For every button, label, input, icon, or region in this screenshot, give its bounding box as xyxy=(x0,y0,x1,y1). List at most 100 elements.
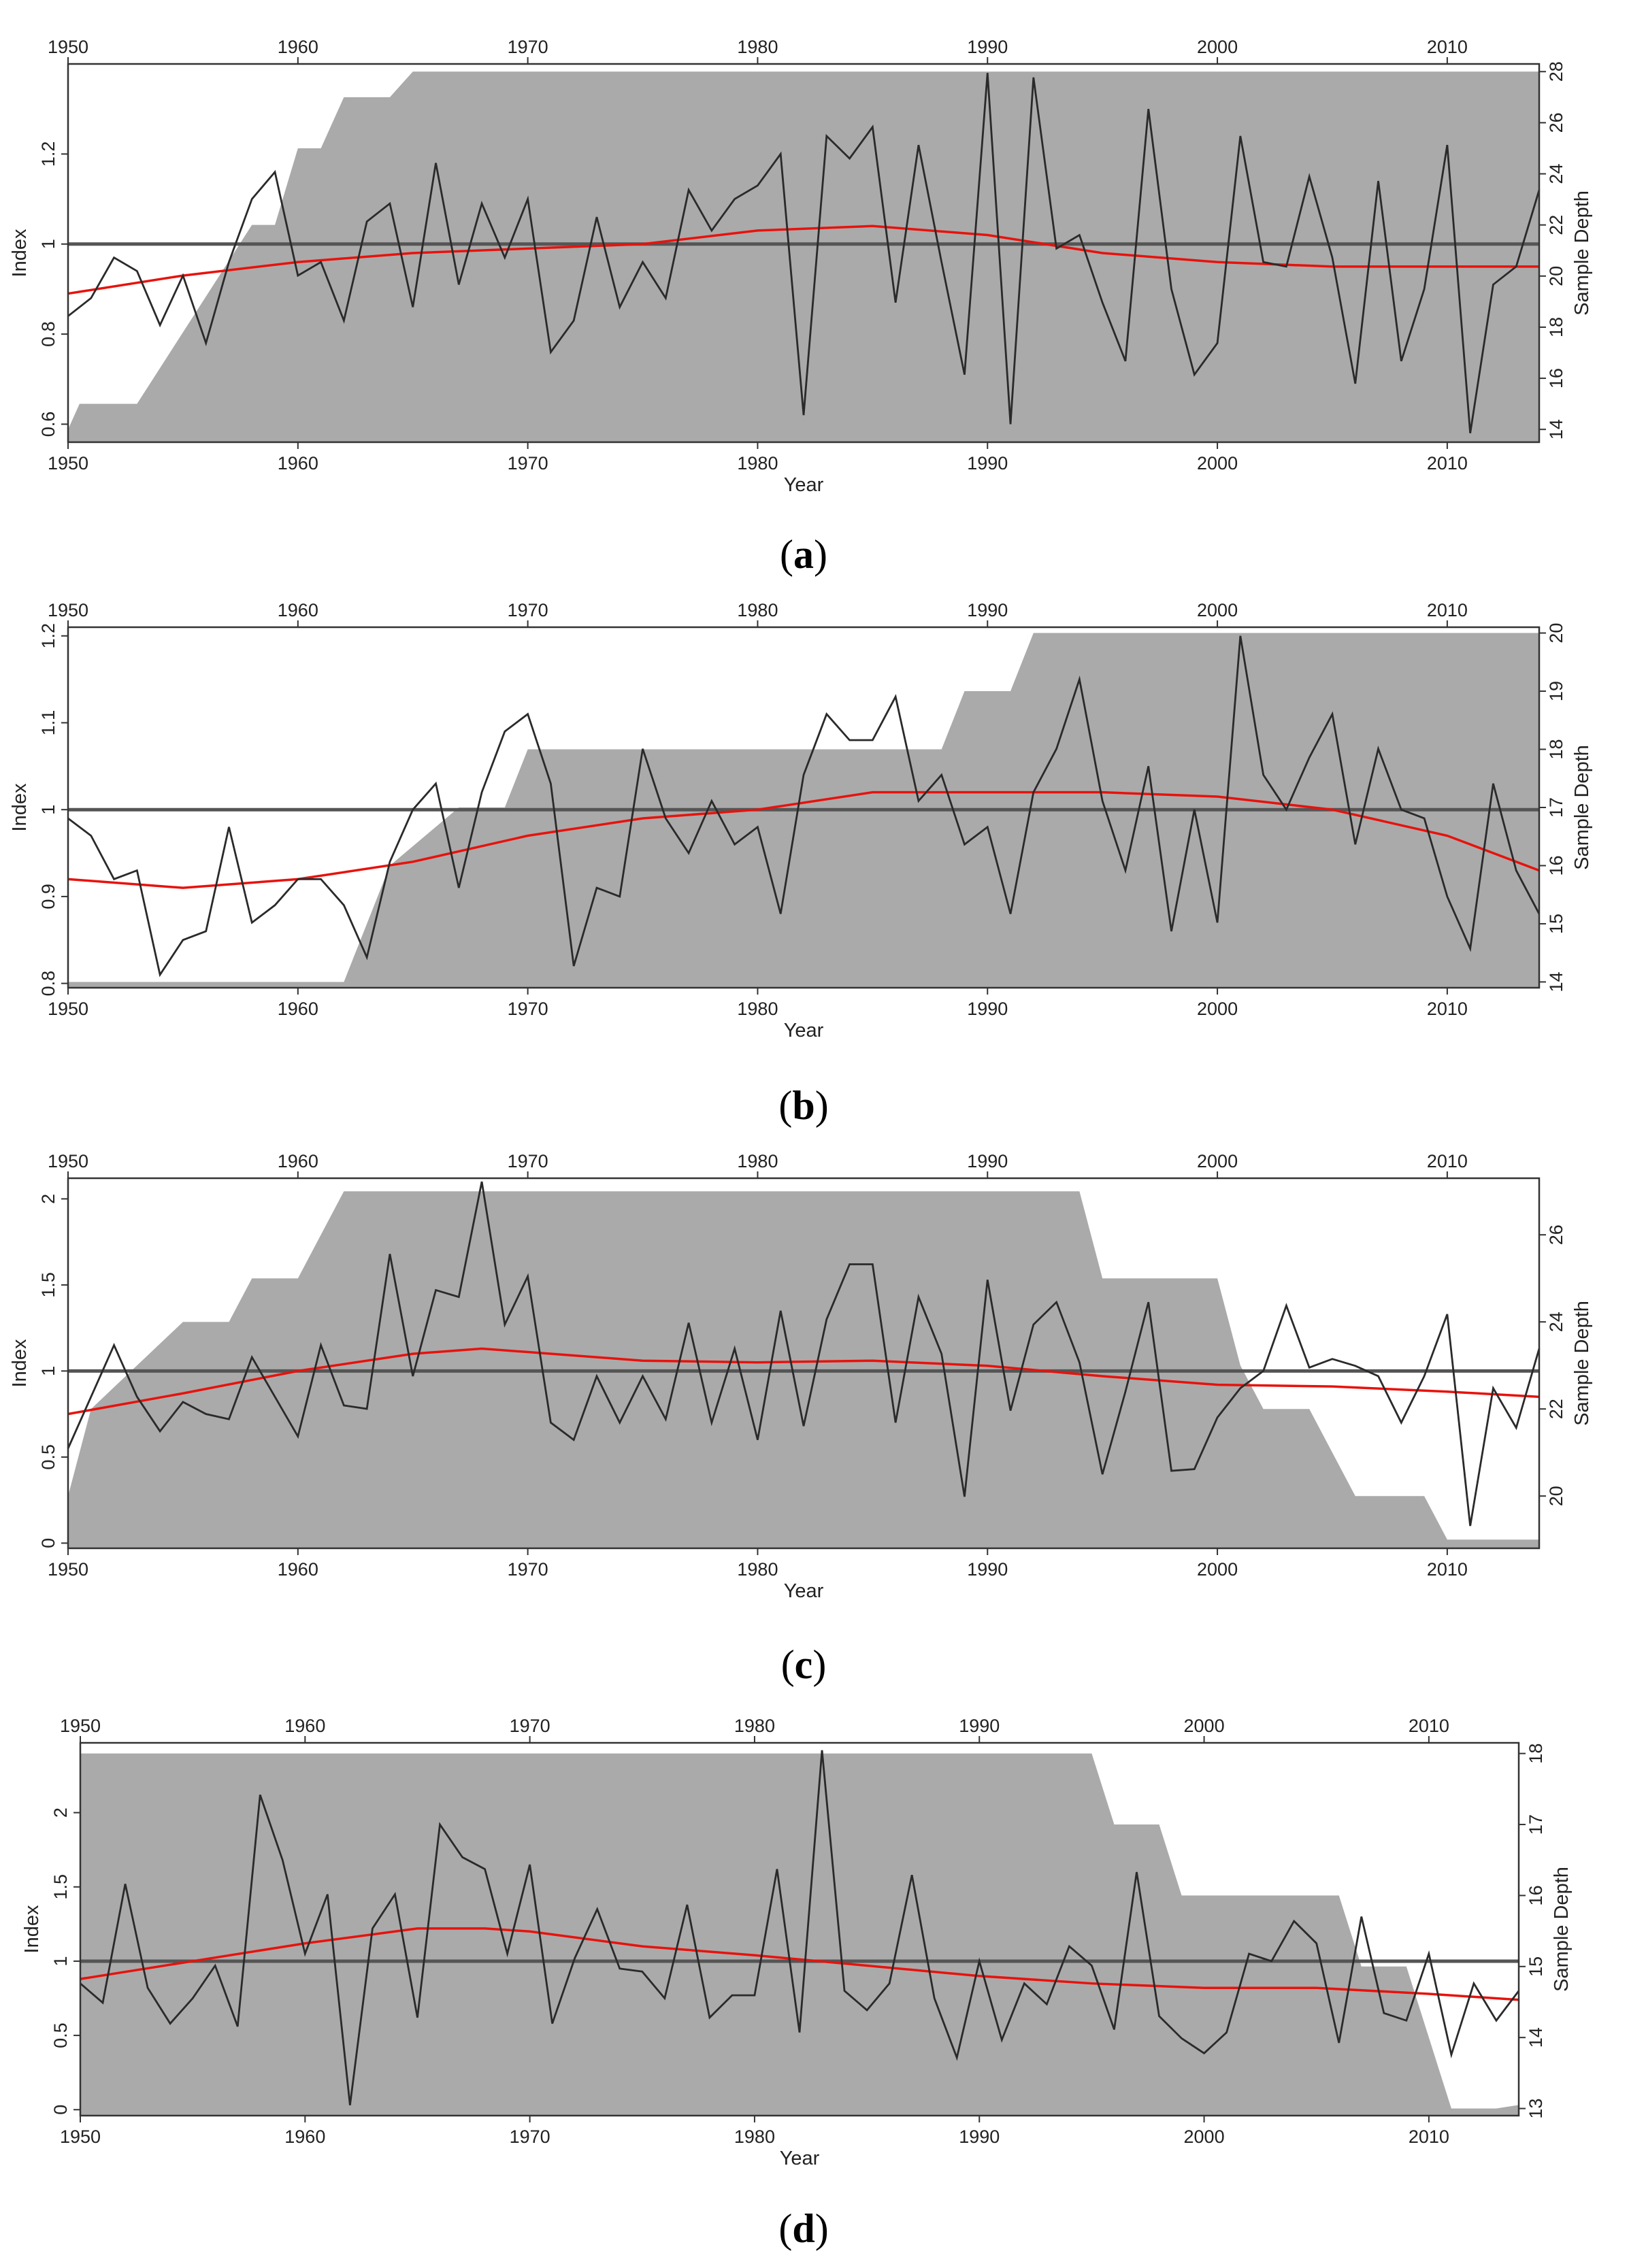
x-tick-label-top: 2010 xyxy=(1427,1151,1468,1171)
chart-panel-a: 1950 1950 1960 1960 1970 1970 1980 1980 1990 1990… xyxy=(9,37,1593,577)
chart-panel-b: 1950 1950 1960 1960 1970 1970 1980 1980 1990 1990… xyxy=(9,600,1593,1128)
spline-series-line xyxy=(67,790,1540,889)
y2-axis-label: Sample Depth xyxy=(1551,1867,1573,1992)
x-tick-label: 1950 xyxy=(60,2127,101,2147)
y2-tick-label: 16 xyxy=(1546,368,1566,388)
x-tick-label: 1980 xyxy=(737,453,778,473)
panel-caption: (a) xyxy=(780,532,827,577)
x-tick-label-top: 1970 xyxy=(508,1151,548,1171)
x-tick-label-top: 1950 xyxy=(48,600,88,620)
x-tick-label: 1990 xyxy=(967,453,1008,473)
y-tick-label: 0.5 xyxy=(50,2022,71,2048)
x-tick-label-top: 2000 xyxy=(1197,1151,1238,1171)
chart-panel-c: 1950 1950 1960 1960 1970 1970 1980 1980 1990 1990… xyxy=(9,1151,1593,1687)
y-tick-label: 0.8 xyxy=(38,321,59,347)
index-series-line xyxy=(67,1181,1541,1527)
x-tick-label: 1950 xyxy=(48,1559,88,1580)
x-tick-label-top: 1950 xyxy=(48,1151,88,1171)
plot-frame xyxy=(67,63,1541,444)
x-axis-label: Year xyxy=(784,474,824,496)
x-tick-label: 1950 xyxy=(48,999,88,1019)
x-tick-label: 1960 xyxy=(278,1559,318,1580)
plot-frame xyxy=(67,1177,1541,1550)
y-tick-label: 2 xyxy=(50,1807,71,1818)
y2-tick-label: 20 xyxy=(1546,623,1566,644)
x-tick-label: 1960 xyxy=(284,2127,325,2147)
x-tick-label-top: 1980 xyxy=(734,1716,775,1736)
x-tick-label: 2010 xyxy=(1409,2127,1449,2147)
x-tick-label-top: 1960 xyxy=(278,37,318,57)
y-tick-label: 0 xyxy=(38,1538,59,1548)
plot-frame xyxy=(79,1741,1520,2117)
x-tick-label-top: 1960 xyxy=(278,600,318,620)
y2-tick-label: 24 xyxy=(1546,1312,1566,1332)
y2-tick-label: 20 xyxy=(1546,1486,1566,1506)
y2-tick-label: 18 xyxy=(1546,317,1566,337)
y2-tick-label: 16 xyxy=(1526,1885,1546,1905)
x-tick-label: 1990 xyxy=(967,1559,1008,1580)
x-tick-label: 1980 xyxy=(734,2127,775,2147)
spline-series-line xyxy=(67,1347,1540,1416)
panel-caption: (c) xyxy=(781,1642,827,1687)
x-tick-label: 1970 xyxy=(508,999,548,1019)
x-tick-label: 1990 xyxy=(959,2127,1000,2147)
chart-panel-d: 1950 1950 1960 1960 1970 1970 1980 1980 1990 1990… xyxy=(21,1716,1573,2251)
x-tick-label-top: 1970 xyxy=(508,600,548,620)
x-tick-label-top: 1970 xyxy=(510,1716,550,1736)
y2-tick-label: 14 xyxy=(1526,2027,1546,2048)
x-tick-label-top: 2010 xyxy=(1427,600,1468,620)
index-series-line xyxy=(80,1750,1520,2105)
x-tick-label: 1970 xyxy=(510,2127,550,2147)
y2-tick-label: 13 xyxy=(1526,2099,1546,2119)
y-tick-label: 1.2 xyxy=(38,623,59,649)
y2-tick-label: 15 xyxy=(1526,1956,1546,1977)
x-axis-label: Year xyxy=(780,2148,820,2169)
y-tick-label: 0.5 xyxy=(38,1444,59,1470)
x-tick-label: 2000 xyxy=(1197,453,1238,473)
x-tick-label-top: 2000 xyxy=(1197,600,1238,620)
sample-depth-area xyxy=(68,71,1539,443)
panel-caption: (d) xyxy=(778,2206,828,2251)
y2-tick-label: 22 xyxy=(1546,1399,1566,1419)
x-tick-label-top: 2010 xyxy=(1427,37,1468,57)
y2-tick-label: 20 xyxy=(1546,266,1566,286)
y2-tick-label: 14 xyxy=(1546,971,1566,992)
x-tick-label-top: 1990 xyxy=(967,600,1008,620)
y2-axis-label: Sample Depth xyxy=(1571,1301,1593,1426)
x-tick-label: 1980 xyxy=(737,999,778,1019)
index-series-line xyxy=(67,73,1541,433)
x-tick-label: 1970 xyxy=(508,453,548,473)
spline-series-line xyxy=(80,1927,1519,2001)
x-axis-label: Year xyxy=(784,1020,824,1041)
x-tick-label-top: 1990 xyxy=(967,1151,1008,1171)
y2-axis-label: Sample Depth xyxy=(1571,190,1593,316)
spline-series-line xyxy=(67,224,1539,295)
y2-tick-label: 24 xyxy=(1546,164,1566,184)
x-tick-label-top: 1950 xyxy=(60,1716,101,1736)
y2-tick-label: 17 xyxy=(1546,797,1566,818)
y2-tick-label: 26 xyxy=(1546,1224,1566,1245)
y2-tick-label: 18 xyxy=(1526,1744,1546,1764)
x-tick-label: 2010 xyxy=(1427,453,1468,473)
x-tick-label: 1980 xyxy=(737,1559,778,1580)
y-tick-label: 1 xyxy=(38,239,59,249)
y-tick-label: 1.5 xyxy=(50,1874,71,1900)
y-tick-label: 0.6 xyxy=(38,412,59,437)
x-tick-label: 1960 xyxy=(278,453,318,473)
y2-tick-label: 18 xyxy=(1546,739,1566,759)
x-tick-label-top: 1980 xyxy=(737,600,778,620)
y2-tick-label: 17 xyxy=(1526,1814,1546,1835)
x-tick-label: 2000 xyxy=(1197,999,1238,1019)
x-tick-label-top: 1990 xyxy=(959,1716,1000,1736)
x-tick-label-top: 1970 xyxy=(508,37,548,57)
y-axis-label: Index xyxy=(9,229,31,277)
y-tick-label: 1.2 xyxy=(38,141,59,167)
x-tick-label-top: 1990 xyxy=(967,37,1008,57)
y-tick-label: 1.1 xyxy=(38,710,59,736)
y-axis-label: Index xyxy=(9,1339,31,1387)
y2-tick-label: 15 xyxy=(1546,914,1566,934)
x-axis-label: Year xyxy=(784,1580,824,1602)
index-series-line xyxy=(67,635,1541,978)
x-tick-label-top: 2010 xyxy=(1409,1716,1449,1736)
